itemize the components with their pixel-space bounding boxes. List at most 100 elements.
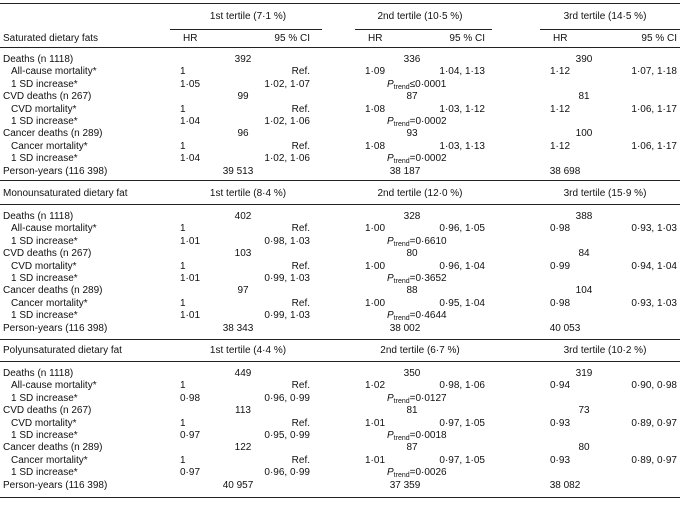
p-subscript: trend bbox=[393, 121, 410, 128]
p-value: =0·6610 bbox=[409, 235, 447, 247]
tertile-header: 3rd tertile (15·9 %) bbox=[563, 188, 647, 199]
row-label: 1 SD increase* bbox=[11, 430, 78, 441]
count: 390 bbox=[575, 54, 593, 65]
row-label: CVD deaths (n 267) bbox=[3, 91, 92, 103]
ci-header: 95 % CI bbox=[641, 33, 677, 44]
count: 80 bbox=[406, 248, 418, 260]
row-label: 1 SD increase* bbox=[11, 78, 78, 90]
ci-value: 0·97, 1·05 bbox=[439, 417, 485, 429]
ci-value: 0·94, 1·04 bbox=[631, 260, 677, 272]
count: 81 bbox=[578, 91, 590, 103]
count: 38 698 bbox=[549, 165, 581, 177]
ci-header: 95 % CI bbox=[274, 33, 310, 44]
row-label: CVD deaths (n 267) bbox=[3, 405, 92, 417]
hr-value: 1·02 bbox=[365, 380, 386, 392]
p-value: =0·0026 bbox=[409, 467, 447, 479]
hr-value: 0·93 bbox=[550, 454, 571, 466]
p-trend: Ptrend=0·3652 bbox=[387, 273, 447, 288]
hr-value: 0·93 bbox=[550, 417, 571, 429]
count: 40 053 bbox=[549, 322, 581, 334]
count: 99 bbox=[237, 91, 249, 103]
hr-value: 1·09 bbox=[365, 66, 386, 78]
tertile-header: 3rd tertile (10·2 %) bbox=[563, 345, 647, 356]
rule-line bbox=[0, 339, 680, 340]
ci-value: Ref. bbox=[291, 66, 310, 78]
row-label: 1 SD increase* bbox=[11, 273, 78, 284]
p-subscript: trend bbox=[393, 83, 410, 91]
row-label: All-cause mortality* bbox=[11, 223, 97, 235]
hr-value: 0·98 bbox=[550, 297, 571, 309]
hr-value: 0·97 bbox=[180, 467, 201, 479]
count: 40 957 bbox=[222, 479, 254, 491]
p-trend: Ptrend=0·0002 bbox=[387, 153, 447, 168]
hr-value: 1·04 bbox=[180, 116, 201, 127]
p-symbol: P bbox=[387, 310, 394, 322]
ci-value: 0·98, 1·03 bbox=[264, 235, 310, 247]
count: 402 bbox=[234, 211, 252, 222]
hr-value: 1·00 bbox=[365, 223, 386, 235]
count: 104 bbox=[575, 285, 593, 297]
p-value: =0·3652 bbox=[409, 273, 447, 284]
ci-value: 1·03, 1·12 bbox=[439, 103, 485, 115]
p-symbol: P bbox=[387, 430, 394, 441]
ci-value: 0·95, 0·99 bbox=[264, 430, 310, 441]
p-value: ≤0·0001 bbox=[409, 78, 447, 90]
count: 388 bbox=[575, 211, 593, 222]
hr-value: 1 bbox=[180, 260, 186, 272]
row-label: Person-years (116 398) bbox=[3, 479, 108, 491]
ci-value: 0·96, 1·05 bbox=[439, 223, 485, 235]
p-symbol: P bbox=[387, 273, 394, 284]
hr-value: 0·98 bbox=[180, 392, 201, 404]
ci-value: 1·02, 1·06 bbox=[264, 116, 310, 127]
ci-value: 1·02, 1·07 bbox=[264, 78, 310, 90]
p-trend: Ptrend=0·6610 bbox=[387, 236, 447, 251]
hr-value: 1·12 bbox=[550, 66, 571, 78]
tertile-header: 2nd tertile (6·7 %) bbox=[380, 345, 460, 356]
ci-value: 0·93, 1·03 bbox=[631, 297, 677, 309]
hr-value: 1 bbox=[180, 66, 186, 78]
count: 38 082 bbox=[549, 479, 581, 491]
hr-value: 1·01 bbox=[180, 273, 201, 284]
hr-value: 1 bbox=[180, 380, 186, 392]
p-trend: Ptrend=0·4644 bbox=[387, 310, 447, 325]
count: 80 bbox=[578, 442, 590, 454]
p-symbol: P bbox=[387, 392, 394, 404]
row-label: 1 SD increase* bbox=[11, 467, 78, 479]
ci-value: 0·97, 1·05 bbox=[439, 454, 485, 466]
rule-line bbox=[0, 180, 680, 181]
ci-value: 1·04, 1·13 bbox=[439, 66, 485, 78]
p-subscript: trend bbox=[393, 315, 410, 323]
row-label: All-cause mortality* bbox=[11, 380, 97, 392]
hr-value: 1·01 bbox=[365, 454, 386, 466]
row-label: 1 SD increase* bbox=[11, 235, 78, 247]
count: 100 bbox=[575, 128, 593, 140]
ci-value: Ref. bbox=[291, 140, 310, 152]
hr-value: 1·12 bbox=[550, 140, 571, 152]
row-label: Person-years (116 398) bbox=[3, 322, 108, 334]
rule-line bbox=[540, 29, 680, 30]
row-label: CVD mortality* bbox=[11, 103, 77, 115]
ci-value: 0·98, 1·06 bbox=[439, 380, 485, 392]
hr-value: 1·08 bbox=[365, 103, 386, 115]
p-subscript: trend bbox=[393, 240, 410, 248]
row-label: Person-years (116 398) bbox=[3, 165, 108, 177]
count: 88 bbox=[406, 285, 418, 297]
rule-line bbox=[0, 3, 680, 4]
hr-value: 1 bbox=[180, 454, 186, 466]
tertile-header: 2nd tertile (12·0 %) bbox=[377, 188, 463, 199]
count: 103 bbox=[234, 248, 252, 260]
ci-value: 0·95, 1·04 bbox=[439, 297, 485, 309]
row-label: CVD mortality* bbox=[11, 260, 77, 272]
hr-value: 1 bbox=[180, 140, 186, 152]
hr-value: 0·98 bbox=[550, 223, 571, 235]
row-label: Cancer mortality* bbox=[11, 297, 88, 309]
p-subscript: trend bbox=[393, 397, 410, 405]
hr-value: 1·05 bbox=[180, 78, 201, 90]
hr-value: 0·97 bbox=[180, 430, 201, 441]
ci-value: Ref. bbox=[291, 223, 310, 235]
count: 449 bbox=[234, 368, 252, 379]
row-label: 1 SD increase* bbox=[11, 310, 78, 322]
count: 38 002 bbox=[389, 322, 421, 334]
tertile-header: 1st tertile (4·4 %) bbox=[209, 345, 287, 356]
hr-value: 1 bbox=[180, 297, 186, 309]
